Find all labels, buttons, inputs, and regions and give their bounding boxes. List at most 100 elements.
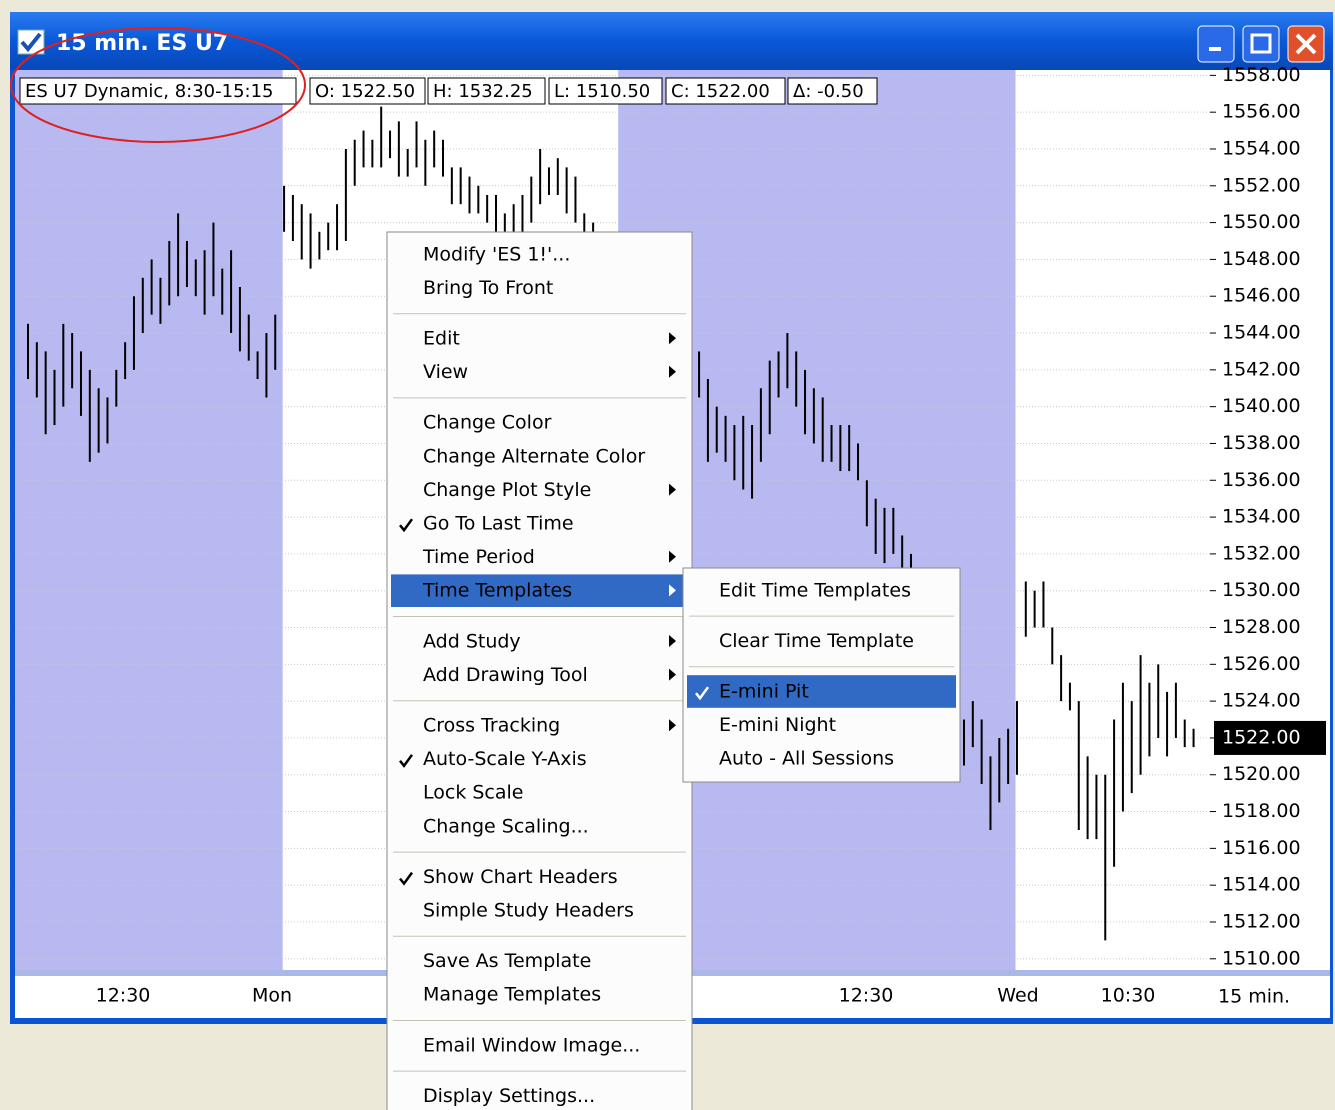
menu-item[interactable]: Time Templates — [422, 580, 572, 602]
menu-highlight — [687, 675, 956, 708]
header-text: Δ: -0.50 — [793, 81, 864, 102]
x-tick-label: Mon — [252, 985, 292, 1007]
menu-item[interactable]: E-mini Pit — [719, 681, 809, 703]
menu-item[interactable]: Manage Templates — [423, 984, 601, 1006]
header-text: C: 1522.00 — [671, 81, 770, 102]
menu-item[interactable]: Display Settings... — [423, 1085, 595, 1107]
menu-item[interactable]: Email Window Image... — [423, 1034, 640, 1056]
maximize-button[interactable] — [1242, 25, 1280, 63]
y-tick-label: 1552.00 — [1222, 174, 1301, 196]
y-tick-label: 1526.00 — [1222, 653, 1301, 675]
y-tick-label: 1510.00 — [1222, 947, 1301, 969]
x-tick-label: Wed — [997, 985, 1038, 1007]
submenu-arrow — [669, 668, 676, 681]
x-tick-label: 12:30 — [96, 985, 151, 1007]
annotation-ellipse — [10, 27, 306, 143]
submenu-arrow — [669, 550, 676, 563]
header-box — [665, 77, 786, 105]
menu-item[interactable]: Lock Scale — [423, 782, 523, 804]
menu-item[interactable]: View — [423, 361, 468, 383]
y-tick-label: 1540.00 — [1222, 395, 1301, 417]
menu-item[interactable]: Time Period — [422, 546, 535, 568]
submenu-arrow — [669, 365, 676, 378]
y-tick-label: 1550.00 — [1222, 211, 1301, 233]
y-tick-label: 1512.00 — [1222, 910, 1301, 932]
y-tick-label: 1516.00 — [1222, 837, 1301, 859]
interval-label: 15 min. — [1218, 986, 1290, 1008]
menu-item[interactable]: Show Chart Headers — [423, 866, 618, 888]
header-text: L: 1510.50 — [554, 81, 650, 102]
last-price-box — [1214, 720, 1326, 755]
header-text: H: 1532.25 — [433, 81, 533, 102]
y-tick-label: 1514.00 — [1222, 874, 1301, 896]
minimize-glyph — [1209, 47, 1221, 51]
header-box — [19, 77, 297, 105]
header-box — [787, 77, 878, 105]
menu-item[interactable]: Add Study — [423, 630, 521, 652]
y-tick-label: 1532.00 — [1222, 542, 1301, 564]
y-tick-label: 1546.00 — [1222, 285, 1301, 307]
submenu-arrow — [669, 483, 676, 496]
menu-item[interactable]: E-mini Night — [719, 714, 836, 736]
menu-item[interactable]: Add Drawing Tool — [423, 664, 588, 686]
last-price-label: 1522.00 — [1222, 726, 1301, 748]
header-box — [548, 77, 663, 105]
y-tick-label: 1534.00 — [1222, 506, 1301, 528]
menu-item: Change Color — [423, 412, 552, 434]
icon-check — [20, 32, 42, 53]
x-tick-label: 12:30 — [839, 985, 894, 1007]
y-tick-label: 1558.00 — [1222, 64, 1301, 86]
submenu-arrow — [669, 635, 676, 647]
menu-check — [399, 518, 414, 533]
y-tick-label: 1520.00 — [1222, 763, 1301, 785]
header-box — [309, 77, 426, 105]
menu-check — [695, 686, 710, 701]
header-box — [427, 77, 546, 105]
menu-item[interactable]: Clear Time Template — [719, 630, 914, 652]
session-shade — [15, 70, 283, 970]
menu-highlight — [391, 574, 688, 607]
submenu-arrow — [669, 332, 676, 345]
menu-check — [399, 754, 414, 768]
menu-item[interactable]: Change Plot Style — [423, 479, 591, 501]
y-tick-label: 1538.00 — [1222, 432, 1301, 454]
menu-item[interactable]: Auto-Scale Y-Axis — [423, 748, 587, 770]
close-glyph — [1295, 33, 1317, 55]
y-tick-label: 1530.00 — [1222, 579, 1301, 601]
submenu-arrow — [669, 584, 676, 597]
menu-panel — [386, 231, 693, 1110]
submenu-arrow — [669, 719, 676, 732]
menu-item[interactable]: Change Scaling... — [423, 815, 589, 837]
menu-panel — [682, 567, 961, 783]
menu-check — [399, 871, 414, 886]
y-tick-label: 1556.00 — [1222, 101, 1301, 123]
maximize-glyph — [1250, 33, 1272, 54]
header-text: ES U7 Dynamic, 8:30-15:15 — [25, 81, 273, 102]
minimize-button[interactable] — [1197, 25, 1235, 63]
menu-item: Change Alternate Color — [423, 445, 645, 467]
menu-item: Bring To Front — [423, 277, 553, 299]
menu-item[interactable]: Edit Time Templates — [719, 579, 911, 601]
y-axis-panel — [1210, 70, 1330, 970]
y-tick-label: 1548.00 — [1222, 248, 1301, 270]
y-tick-label: 1536.00 — [1222, 469, 1301, 491]
menu-item[interactable]: Edit — [423, 328, 460, 350]
menu-item[interactable]: Save As Template — [423, 950, 591, 972]
y-tick-label: 1524.00 — [1222, 690, 1301, 712]
y-tick-label: 1554.00 — [1222, 137, 1301, 159]
y-tick-label: 1544.00 — [1222, 322, 1301, 344]
y-tick-label: 1518.00 — [1222, 800, 1301, 822]
window-title: 15 min. ES U7 — [56, 31, 228, 56]
y-tick-label: 1542.00 — [1222, 358, 1301, 380]
menu-item[interactable]: Auto - All Sessions — [719, 748, 894, 770]
title-bar — [10, 12, 1333, 70]
menu-item[interactable]: Modify 'ES 1!'... — [423, 243, 570, 265]
header-text: O: 1522.50 — [315, 81, 415, 102]
y-tick-label: 1528.00 — [1222, 616, 1301, 638]
menu-item[interactable]: Go To Last Time — [423, 513, 574, 535]
menu-item[interactable]: Simple Study Headers — [423, 900, 634, 922]
x-tick-label: 10:30 — [1101, 985, 1156, 1007]
menu-item[interactable]: Cross Tracking — [423, 715, 560, 737]
